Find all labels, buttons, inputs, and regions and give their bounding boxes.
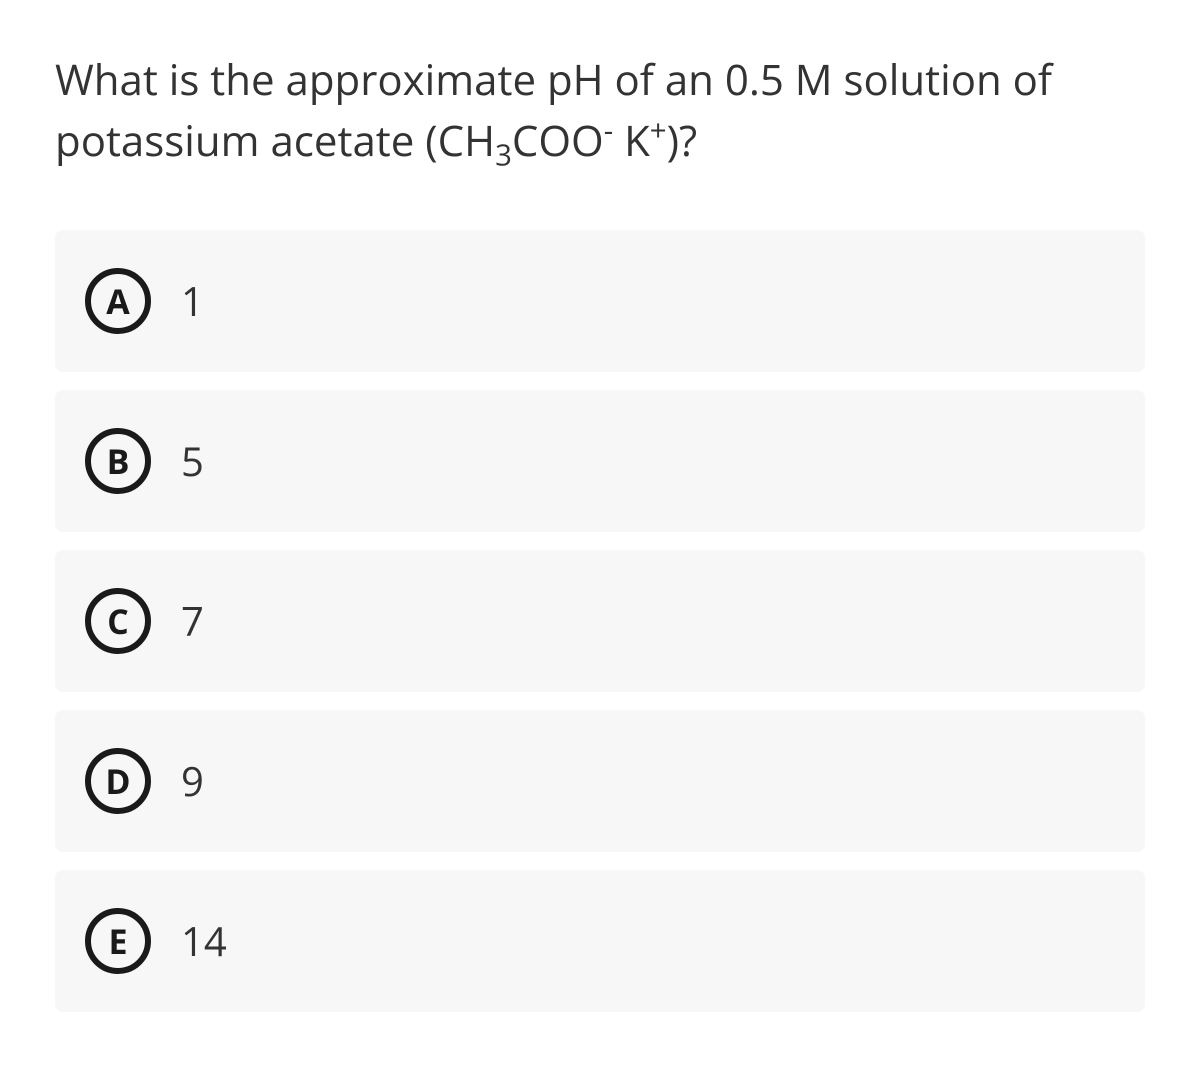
- question-sub1: 3: [495, 134, 512, 174]
- question-text: What is the approximate pH of an 0.5 M s…: [55, 50, 1145, 172]
- option-b[interactable]: B 5: [55, 390, 1145, 532]
- option-a[interactable]: A 1: [55, 230, 1145, 372]
- option-letter-badge: A: [85, 268, 151, 334]
- option-d[interactable]: D 9: [55, 710, 1145, 852]
- question-sup2: +: [650, 110, 667, 150]
- option-label: 14: [181, 913, 227, 968]
- option-label: 1: [181, 273, 204, 328]
- option-letter-badge: E: [85, 908, 151, 974]
- option-letter: E: [108, 918, 127, 964]
- question-mid2: K: [613, 112, 650, 169]
- question-sup1: -: [604, 110, 613, 150]
- option-label: 5: [181, 433, 204, 488]
- option-label: 9: [181, 753, 204, 808]
- option-letter: D: [105, 758, 130, 804]
- question-suffix: )?: [667, 112, 698, 169]
- option-letter: C: [107, 598, 129, 644]
- option-label: 7: [181, 593, 204, 648]
- option-letter-badge: D: [85, 748, 151, 814]
- option-letter: B: [107, 438, 130, 484]
- option-letter-badge: C: [85, 588, 151, 654]
- option-letter: A: [106, 278, 129, 324]
- quiz-page: What is the approximate pH of an 0.5 M s…: [0, 0, 1200, 1012]
- option-letter-badge: B: [85, 428, 151, 494]
- options-list: A 1 B 5 C 7 D 9 E 14: [55, 230, 1145, 1012]
- option-e[interactable]: E 14: [55, 870, 1145, 1012]
- question-mid1: COO: [512, 112, 604, 169]
- option-c[interactable]: C 7: [55, 550, 1145, 692]
